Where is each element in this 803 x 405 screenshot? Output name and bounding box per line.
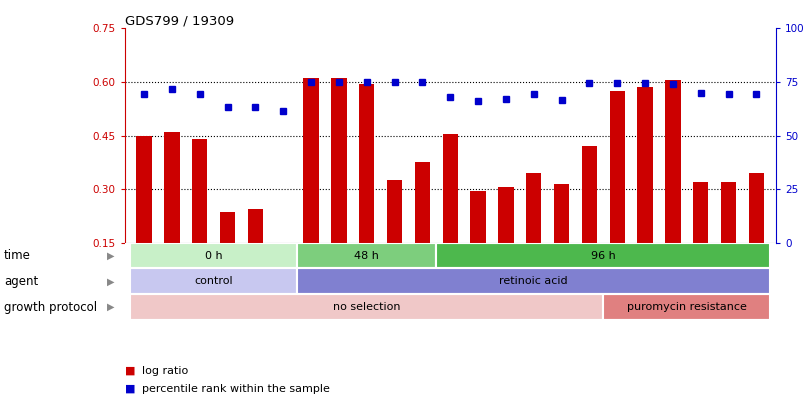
Text: no selection: no selection [332, 302, 400, 312]
Bar [130, 243, 297, 269]
Bar [748, 173, 763, 243]
Bar [664, 80, 679, 243]
Bar [609, 91, 624, 243]
Bar [137, 136, 152, 243]
Bar [414, 162, 430, 243]
Bar [498, 188, 513, 243]
Bar [331, 79, 346, 243]
Text: control: control [194, 276, 233, 286]
Bar [220, 212, 235, 243]
Bar [297, 269, 769, 294]
Bar [525, 173, 540, 243]
Text: GDS799 / 19309: GDS799 / 19309 [124, 14, 234, 27]
Bar [436, 243, 769, 269]
Text: ▶: ▶ [107, 251, 114, 261]
Bar [602, 294, 769, 320]
Text: ▶: ▶ [107, 302, 114, 312]
Text: retinoic acid: retinoic acid [499, 276, 568, 286]
Bar [247, 209, 263, 243]
Bar [297, 243, 436, 269]
Text: percentile rank within the sample: percentile rank within the sample [142, 384, 330, 394]
Bar [275, 243, 291, 268]
Text: 0 h: 0 h [205, 251, 222, 261]
Bar [581, 146, 597, 243]
Bar [720, 182, 736, 243]
Bar [130, 294, 602, 320]
Bar [470, 191, 485, 243]
Text: 96 h: 96 h [590, 251, 615, 261]
Text: log ratio: log ratio [142, 366, 189, 375]
Bar [553, 184, 569, 243]
Bar [637, 87, 652, 243]
Bar [442, 134, 458, 243]
Text: puromycin resistance: puromycin resistance [626, 302, 746, 312]
Bar [192, 139, 207, 243]
Text: agent: agent [4, 275, 39, 288]
Text: ▶: ▶ [107, 276, 114, 286]
Bar [164, 132, 179, 243]
Text: ■: ■ [124, 366, 135, 375]
Text: growth protocol: growth protocol [4, 301, 97, 313]
Bar [386, 180, 402, 243]
Bar [692, 182, 707, 243]
Bar [130, 269, 297, 294]
Bar [359, 84, 374, 243]
Text: time: time [4, 249, 31, 262]
Text: 48 h: 48 h [354, 251, 379, 261]
Bar [303, 79, 318, 243]
Text: ■: ■ [124, 384, 135, 394]
